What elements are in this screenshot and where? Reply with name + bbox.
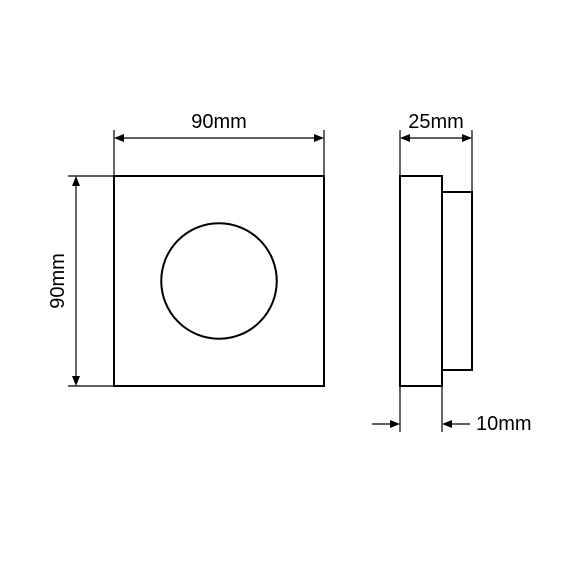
side-view-rear-block [442, 192, 472, 370]
front-view-square [114, 176, 324, 386]
dimension-label: 90mm [191, 111, 247, 133]
dimension-label: 10mm [476, 413, 532, 435]
dimension-label: 25mm [408, 111, 464, 133]
front-view-circle [161, 223, 277, 339]
side-view-front-plate [400, 176, 442, 386]
dimension-label: 90mm [47, 253, 69, 309]
dimension-diagram: 90mm 90mm 25mm 10mm [0, 0, 568, 568]
